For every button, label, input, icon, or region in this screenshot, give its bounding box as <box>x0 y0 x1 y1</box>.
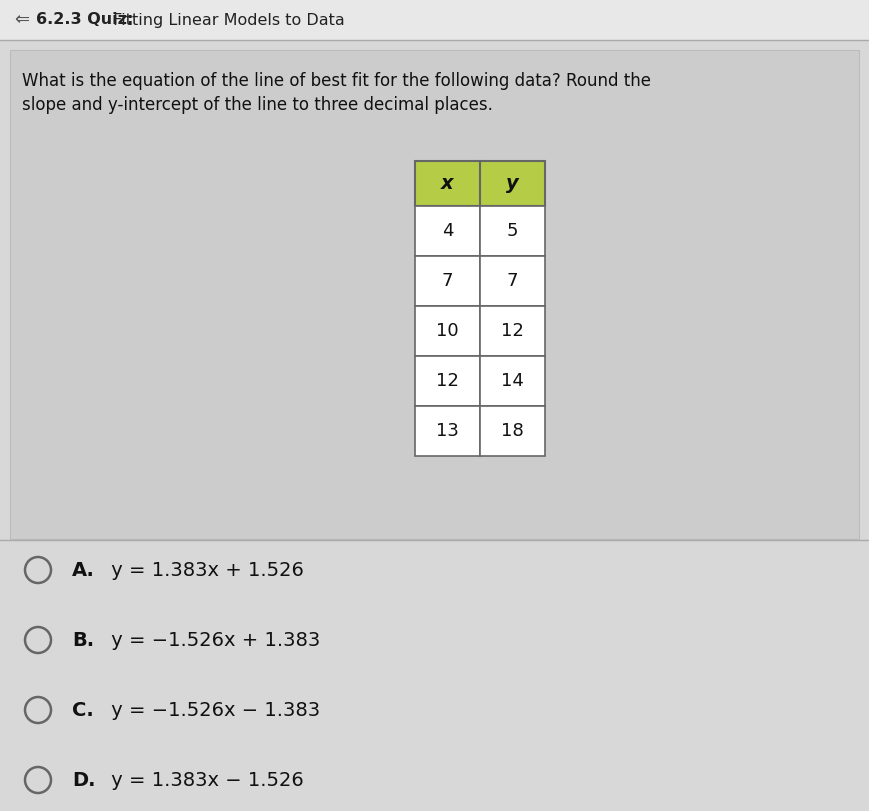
Bar <box>10 50 859 539</box>
Bar <box>415 256 480 306</box>
Text: slope and y-intercept of the line to three decimal places.: slope and y-intercept of the line to thr… <box>22 96 493 114</box>
Text: 18: 18 <box>501 422 524 440</box>
Text: B.: B. <box>72 630 94 650</box>
Bar <box>415 206 480 256</box>
Text: What is the equation of the line of best fit for the following data? Round the: What is the equation of the line of best… <box>22 72 651 90</box>
Text: 14: 14 <box>501 372 524 390</box>
Text: 7: 7 <box>441 272 454 290</box>
Bar <box>415 356 480 406</box>
Text: Fitting Linear Models to Data: Fitting Linear Models to Data <box>108 12 345 28</box>
Bar <box>480 356 545 406</box>
Text: A.: A. <box>72 560 95 580</box>
Text: D.: D. <box>72 770 96 789</box>
Text: x: x <box>441 174 454 193</box>
Text: y = 1.383x + 1.526: y = 1.383x + 1.526 <box>105 560 304 580</box>
Text: 4: 4 <box>441 222 454 240</box>
Text: 13: 13 <box>436 422 459 440</box>
Text: 6.2.3 Quiz:: 6.2.3 Quiz: <box>36 12 133 28</box>
Bar <box>480 406 545 456</box>
Text: 12: 12 <box>436 372 459 390</box>
Text: 5: 5 <box>507 222 518 240</box>
Bar <box>480 206 545 256</box>
Text: C.: C. <box>72 701 94 719</box>
Bar <box>480 306 545 356</box>
Text: y = 1.383x − 1.526: y = 1.383x − 1.526 <box>105 770 304 789</box>
Bar <box>415 406 480 456</box>
Bar <box>415 161 545 206</box>
Bar <box>0 0 869 40</box>
Text: y: y <box>506 174 519 193</box>
Bar <box>415 306 480 356</box>
Text: ⇐: ⇐ <box>15 11 30 29</box>
Text: y = −1.526x − 1.383: y = −1.526x − 1.383 <box>105 701 320 719</box>
Text: 7: 7 <box>507 272 518 290</box>
Bar <box>480 256 545 306</box>
Text: y = −1.526x + 1.383: y = −1.526x + 1.383 <box>105 630 321 650</box>
Text: 10: 10 <box>436 322 459 340</box>
Text: 12: 12 <box>501 322 524 340</box>
